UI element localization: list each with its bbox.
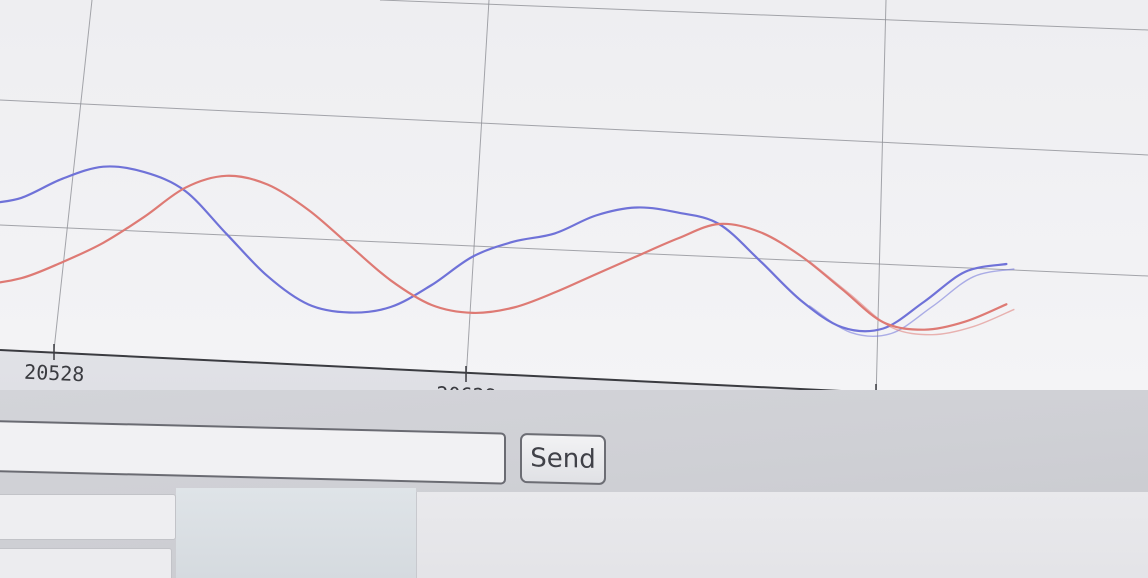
x-tick-label: 20528 [24,360,85,387]
lower-panel-middle [176,488,416,578]
series-line-2-trail [808,260,1015,336]
grid-line-horizontal [0,224,1148,277]
grid-line-vertical [465,0,490,381]
grid-line-vertical [875,0,887,401]
lower-window-area [0,488,1148,578]
grid-line-horizontal [379,0,1148,31]
grid-line-horizontal [0,99,1148,156]
plot-grid [0,0,1148,401]
lower-left-field-2[interactable] [0,548,172,578]
plot-area [0,0,1148,406]
plotter-chart: 205282062820728 [0,0,1148,426]
series-line-2 [0,174,1008,331]
series-line-1-trail [808,268,1015,337]
lower-panel-right [416,492,1148,578]
plot-series [0,165,1015,337]
lower-left-field[interactable] [0,494,176,540]
send-button[interactable]: Send [520,433,606,486]
